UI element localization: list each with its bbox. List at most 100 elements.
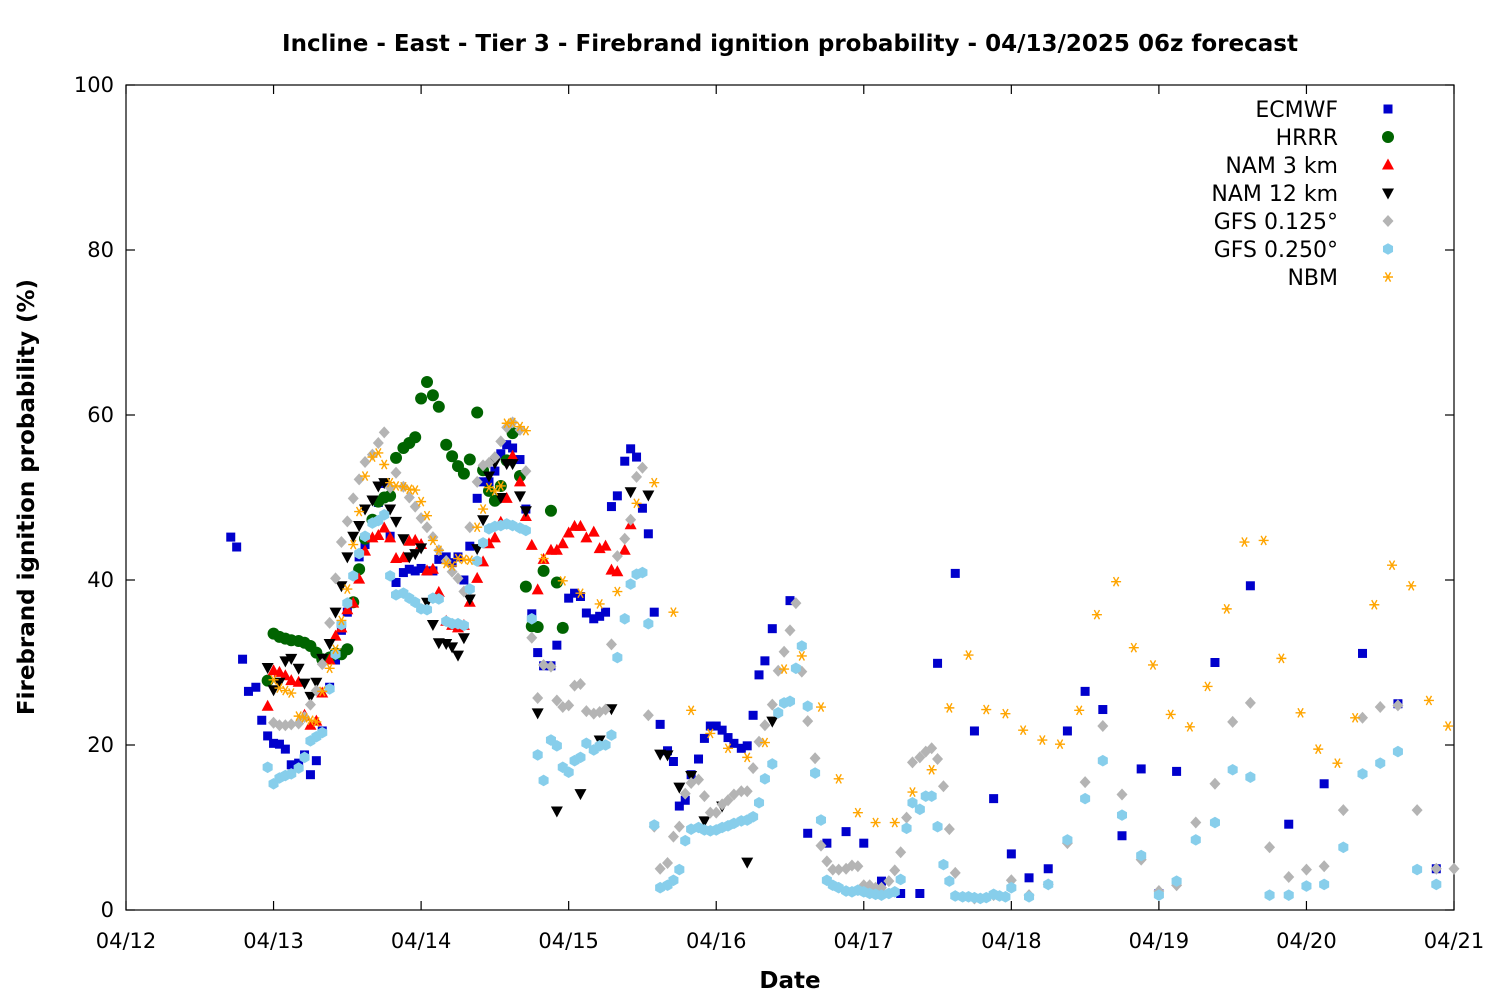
data-point-nbm xyxy=(458,554,469,565)
data-point-gfs-0-125 xyxy=(631,470,643,483)
data-point-nbm xyxy=(311,716,322,727)
x-axis: 04/12 04/13 04/14 04/15 04/16 04/17 04/18 04/19… xyxy=(96,85,1484,953)
data-point-gfs-0-125 xyxy=(883,875,895,888)
x-tick-label: 04/13 xyxy=(243,929,304,953)
data-point-nam-3-km xyxy=(574,519,587,531)
data-point-nbm xyxy=(416,496,427,507)
data-point-gfs-0-125 xyxy=(790,597,802,610)
data-point-nam-12-km xyxy=(323,639,336,651)
data-point-nbm xyxy=(447,561,458,571)
data-point-ecmwf xyxy=(1136,764,1146,774)
data-point-nam-12-km xyxy=(531,708,544,720)
data-point-ecmwf xyxy=(595,611,605,621)
data-point-gfs-0-250 xyxy=(1245,771,1256,783)
data-point-hrrr xyxy=(457,467,470,480)
data-point-gfs-0-125 xyxy=(778,645,790,658)
data-point-hrrr xyxy=(537,564,550,577)
data-point-nam-3-km xyxy=(599,539,612,551)
data-point-ecmwf xyxy=(760,656,770,666)
data-point-gfs-0-125 xyxy=(1448,862,1460,875)
data-point-gfs-0-250 xyxy=(619,612,630,625)
data-point-gfs-0-125 xyxy=(1392,699,1404,712)
data-point-nbm xyxy=(1369,599,1380,610)
data-point-nbm xyxy=(926,764,937,775)
data-point-nam-12-km xyxy=(353,521,366,533)
data-point-gfs-0-125 xyxy=(906,756,918,769)
data-point-gfs-0-125 xyxy=(446,565,458,578)
data-point-gfs-0-250 xyxy=(895,873,906,886)
series-gfs-0-125 xyxy=(268,416,1460,905)
y-tick-label: 20 xyxy=(87,733,114,757)
data-point-ecmwf xyxy=(612,491,622,501)
data-point-gfs-0-250 xyxy=(796,640,807,652)
data-point-nbm xyxy=(410,485,421,496)
data-point-gfs-0-250 xyxy=(1043,878,1054,891)
y-tick-label: 80 xyxy=(87,238,114,262)
data-point-gfs-0-125 xyxy=(642,709,654,722)
data-point-gfs-0-250 xyxy=(1171,875,1182,887)
data-point-ecmwf xyxy=(496,449,506,459)
data-point-ecmwf xyxy=(465,541,475,551)
data-point-gfs-0-125 xyxy=(747,762,759,775)
data-point-nbm xyxy=(286,688,297,698)
data-point-nam-12-km xyxy=(347,531,360,543)
data-point-gfs-0-125 xyxy=(1209,777,1221,790)
data-point-nam-3-km xyxy=(506,449,519,461)
data-point-nam-3-km xyxy=(471,571,484,583)
data-point-ecmwf xyxy=(785,596,795,606)
data-point-nbm xyxy=(453,553,463,564)
data-point-gfs-0-125 xyxy=(852,860,864,873)
legend-label-gfs-0-250: GFS 0.250° xyxy=(1214,238,1338,263)
data-point-ecmwf xyxy=(434,554,444,564)
data-point-nam-3-km xyxy=(513,475,526,487)
data-point-nbm xyxy=(1443,721,1454,731)
data-point-gfs-0-125 xyxy=(802,715,814,728)
data-point-gfs-0-250 xyxy=(581,737,592,750)
data-point-gfs-0-250 xyxy=(532,749,543,761)
data-point-gfs-0-250 xyxy=(336,618,347,631)
data-point-nbm xyxy=(742,752,753,763)
data-point-nbm xyxy=(495,481,506,491)
data-point-nbm xyxy=(1184,721,1195,732)
data-point-gfs-0-250 xyxy=(1000,891,1011,903)
data-point-gfs-0-250 xyxy=(1136,849,1147,862)
data-point-gfs-0-250 xyxy=(815,814,827,826)
data-point-nam-12-km xyxy=(457,633,470,645)
data-point-nam-3-km xyxy=(426,562,439,574)
data-point-gfs-0-125 xyxy=(937,780,949,793)
data-point-gfs-0-250 xyxy=(1190,834,1201,846)
data-point-ecmwf xyxy=(620,456,630,466)
data-point-nbm xyxy=(705,728,716,739)
data-point-gfs-0-125 xyxy=(384,481,396,494)
data-point-nam-3-km xyxy=(372,528,385,540)
data-point-nam-3-km xyxy=(378,521,391,533)
data-point-gfs-0-125 xyxy=(1374,701,1386,714)
data-point-gfs-0-125 xyxy=(943,823,955,836)
data-point-ecmwf xyxy=(729,738,739,748)
data-point-nam-12-km xyxy=(261,662,274,674)
data-point-nbm xyxy=(1165,709,1176,720)
data-point-gfs-0-125 xyxy=(347,492,359,505)
data-point-gfs-0-125 xyxy=(673,820,685,833)
data-point-ecmwf xyxy=(575,592,585,601)
data-point-gfs-0-125 xyxy=(710,806,722,819)
y-tick-label: 60 xyxy=(87,403,114,427)
data-point-gfs-0-125 xyxy=(341,515,353,528)
data-point-gfs-0-125 xyxy=(698,790,710,803)
data-point-nbm xyxy=(1091,609,1102,620)
x-tick-label: 04/15 xyxy=(538,929,599,953)
data-point-gfs-0-125 xyxy=(1190,816,1202,829)
legend-marker-ecmwf xyxy=(1383,104,1393,114)
data-point-ecmwf xyxy=(226,532,236,542)
data-point-ecmwf xyxy=(694,754,704,764)
data-point-gfs-0-125 xyxy=(772,664,784,677)
data-point-ecmwf xyxy=(969,726,979,736)
data-point-gfs-0-125 xyxy=(926,742,938,755)
data-point-nbm xyxy=(594,598,605,609)
data-point-nbm xyxy=(1018,725,1029,736)
data-point-gfs-0-250 xyxy=(360,530,371,543)
data-point-nbm xyxy=(1055,739,1066,750)
data-point-nbm xyxy=(317,686,328,697)
data-point-gfs-0-125 xyxy=(359,456,371,469)
data-point-nbm xyxy=(379,459,390,470)
